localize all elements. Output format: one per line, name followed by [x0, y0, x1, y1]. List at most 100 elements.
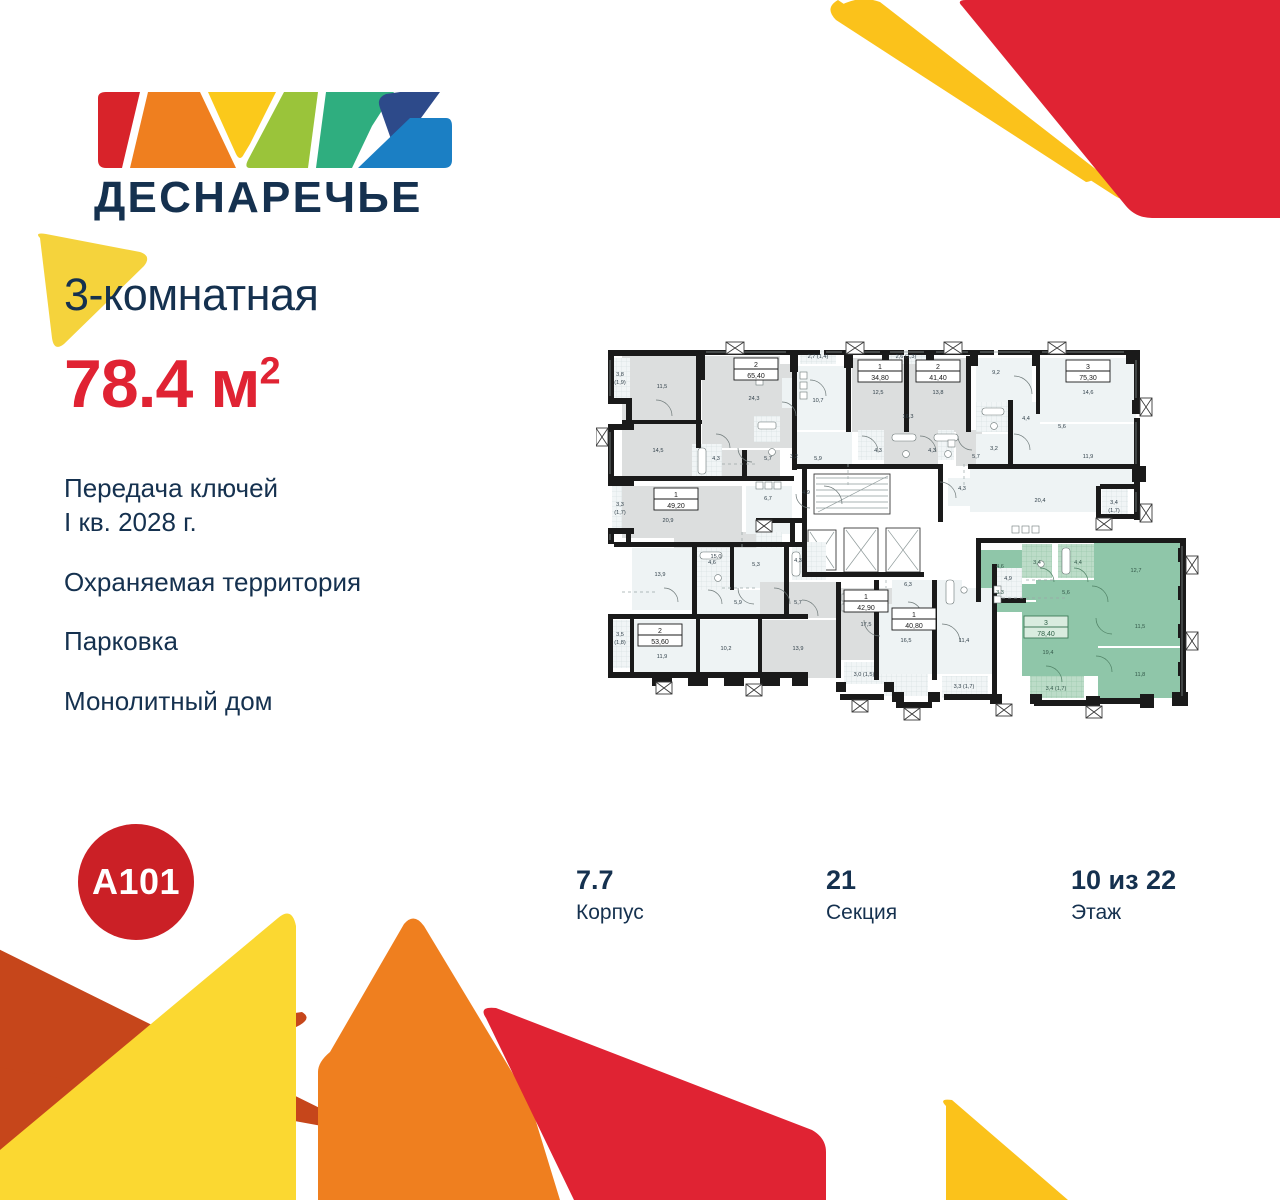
svg-text:5,6: 5,6 [1058, 424, 1066, 430]
unit-badge-1-49-20: 1 49,20 [653, 487, 699, 511]
svg-text:75,30: 75,30 [1079, 375, 1097, 382]
svg-text:2: 2 [936, 364, 940, 371]
svg-text:3: 3 [1086, 364, 1090, 371]
svg-text:14,5: 14,5 [653, 448, 664, 454]
unit-badge-3-75-30: 3 75,30 [1065, 359, 1111, 383]
svg-text:6,3: 6,3 [904, 582, 912, 588]
svg-text:3,4: 3,4 [1110, 500, 1118, 506]
svg-text:4,6: 4,6 [996, 564, 1004, 570]
brand-logo: ДЕСНАРЕЧЬЕ [94, 92, 454, 220]
svg-text:4,3: 4,3 [794, 558, 802, 564]
deco-red-topright [959, 0, 1280, 218]
svg-text:3,4 (1,7): 3,4 (1,7) [1046, 686, 1067, 692]
svg-text:16,5: 16,5 [901, 638, 912, 644]
svg-text:5,9: 5,9 [814, 456, 822, 462]
feature-secured-territory: Охраняемая территория [64, 566, 362, 597]
svg-text:4,3: 4,3 [874, 448, 882, 454]
svg-text:3,4: 3,4 [1033, 560, 1041, 566]
meta-section-value: 21 [826, 865, 857, 895]
svg-text:5,7: 5,7 [764, 456, 772, 462]
area-value: 78.4 м2 [64, 350, 281, 418]
svg-text:41,40: 41,40 [929, 375, 947, 382]
brand-logo-mark [98, 92, 452, 168]
svg-text:5,6: 5,6 [1062, 590, 1070, 596]
brand-name: ДЕСНАРЕЧЬЕ [94, 173, 423, 222]
svg-text:1: 1 [674, 492, 678, 499]
svg-text:1: 1 [878, 364, 882, 371]
floor-plan: .rm { fill:#eef3f4; } .rmg { fill:#dcded… [596, 336, 1216, 766]
meta-floor-value: 10 из 22 [1071, 865, 1177, 895]
svg-text:15,0: 15,0 [711, 554, 722, 560]
area-number: 78.4 м [64, 346, 261, 422]
feature-parking: Парковка [64, 626, 178, 657]
svg-text:40,80: 40,80 [905, 623, 923, 630]
svg-text:49,20: 49,20 [667, 503, 685, 510]
svg-text:17,5: 17,5 [861, 622, 872, 628]
feature-keys-line2: I кв. 2028 г. [64, 506, 197, 537]
svg-text:3,5: 3,5 [616, 632, 624, 638]
svg-text:3,2: 3,2 [790, 454, 798, 460]
meta-floor-label: Этаж [1071, 900, 1122, 924]
unit-badge-2-41-40: 2 41,40 [915, 359, 961, 383]
area-unit-superscript: 2 [259, 350, 281, 393]
svg-text:16,3: 16,3 [903, 414, 914, 420]
svg-text:3,3 (1,7): 3,3 (1,7) [954, 684, 975, 690]
svg-text:13,8: 13,8 [933, 390, 944, 396]
svg-text:13,9: 13,9 [655, 572, 666, 578]
svg-text:11,8: 11,8 [1135, 672, 1145, 678]
svg-text:19,4: 19,4 [1043, 650, 1054, 656]
unit-badge-1-40-80: 1 40,80 [891, 607, 937, 631]
svg-text:4,3: 4,3 [712, 456, 720, 462]
meta-building-value: 7.7 [576, 865, 614, 895]
svg-text:5,7: 5,7 [972, 454, 980, 460]
feature-list: Передача ключей I кв. 2028 г. Охраняемая… [64, 472, 534, 719]
svg-text:1: 1 [864, 594, 868, 601]
svg-text:11,5: 11,5 [657, 384, 667, 390]
feature-keys: Передача ключей I кв. 2028 г. [64, 472, 534, 540]
svg-text:12,7: 12,7 [1131, 568, 1142, 574]
svg-text:2,7 (1,4): 2,7 (1,4) [808, 354, 829, 360]
meta-building-label: Корпус [576, 900, 644, 924]
svg-text:3,3: 3,3 [616, 502, 624, 508]
developer-badge-a101: A101 [78, 824, 194, 940]
svg-text:53,60: 53,60 [651, 639, 669, 646]
svg-text:5,7: 5,7 [794, 600, 802, 606]
svg-text:4,4: 4,4 [1074, 560, 1082, 566]
unit-badge-1-42-90: 1 42,90 [843, 589, 889, 613]
svg-text:12,5: 12,5 [873, 390, 884, 396]
deco-yellow-wedge-topright [832, 0, 1124, 199]
svg-text:3,8: 3,8 [616, 372, 624, 378]
deco-darkorange-sliver [0, 1012, 307, 1180]
svg-text:78,40: 78,40 [1037, 631, 1055, 638]
svg-text:14,6: 14,6 [1083, 390, 1094, 396]
svg-text:42,90: 42,90 [857, 605, 875, 612]
svg-text:11,9: 11,9 [1083, 454, 1093, 460]
svg-text:4,3: 4,3 [928, 448, 936, 454]
deco-yellow-small-bottom [943, 1099, 1068, 1200]
svg-text:9,2: 9,2 [992, 370, 1000, 376]
svg-text:10,7: 10,7 [813, 398, 824, 404]
svg-text:34,80: 34,80 [871, 375, 889, 382]
svg-text:3: 3 [1044, 620, 1048, 627]
svg-text:3,3: 3,3 [996, 590, 1004, 596]
meta-building: 7.7 Корпус [576, 865, 644, 925]
feature-keys-line1: Передача ключей [64, 473, 279, 503]
svg-text:4,4: 4,4 [1022, 416, 1030, 422]
svg-text:65,40: 65,40 [747, 373, 765, 380]
svg-text:6,7: 6,7 [764, 496, 772, 502]
unit-badge-1-34-80: 1 34,80 [857, 359, 903, 383]
svg-text:4,9: 4,9 [1004, 576, 1012, 582]
unit-badge-2-65-40: 2 65,40 [733, 357, 779, 381]
deco-orange-peak [318, 918, 560, 1200]
developer-badge-label: A101 [91, 861, 181, 902]
svg-text:(1,9): (1,9) [614, 380, 626, 386]
feature-monolith-house: Монолитный дом [64, 686, 273, 717]
page-title: 3-комнатная [64, 269, 319, 320]
floor-plan-svg: .rm { fill:#eef3f4; } .rmg { fill:#dcded… [596, 341, 1199, 721]
meta-section: 21 Секция [826, 865, 897, 925]
svg-text:11,5: 11,5 [1135, 624, 1145, 630]
svg-text:3,2: 3,2 [990, 446, 998, 452]
deco-yellow-triangle-bottomleft [0, 913, 296, 1200]
svg-text:5,3: 5,3 [752, 562, 760, 568]
